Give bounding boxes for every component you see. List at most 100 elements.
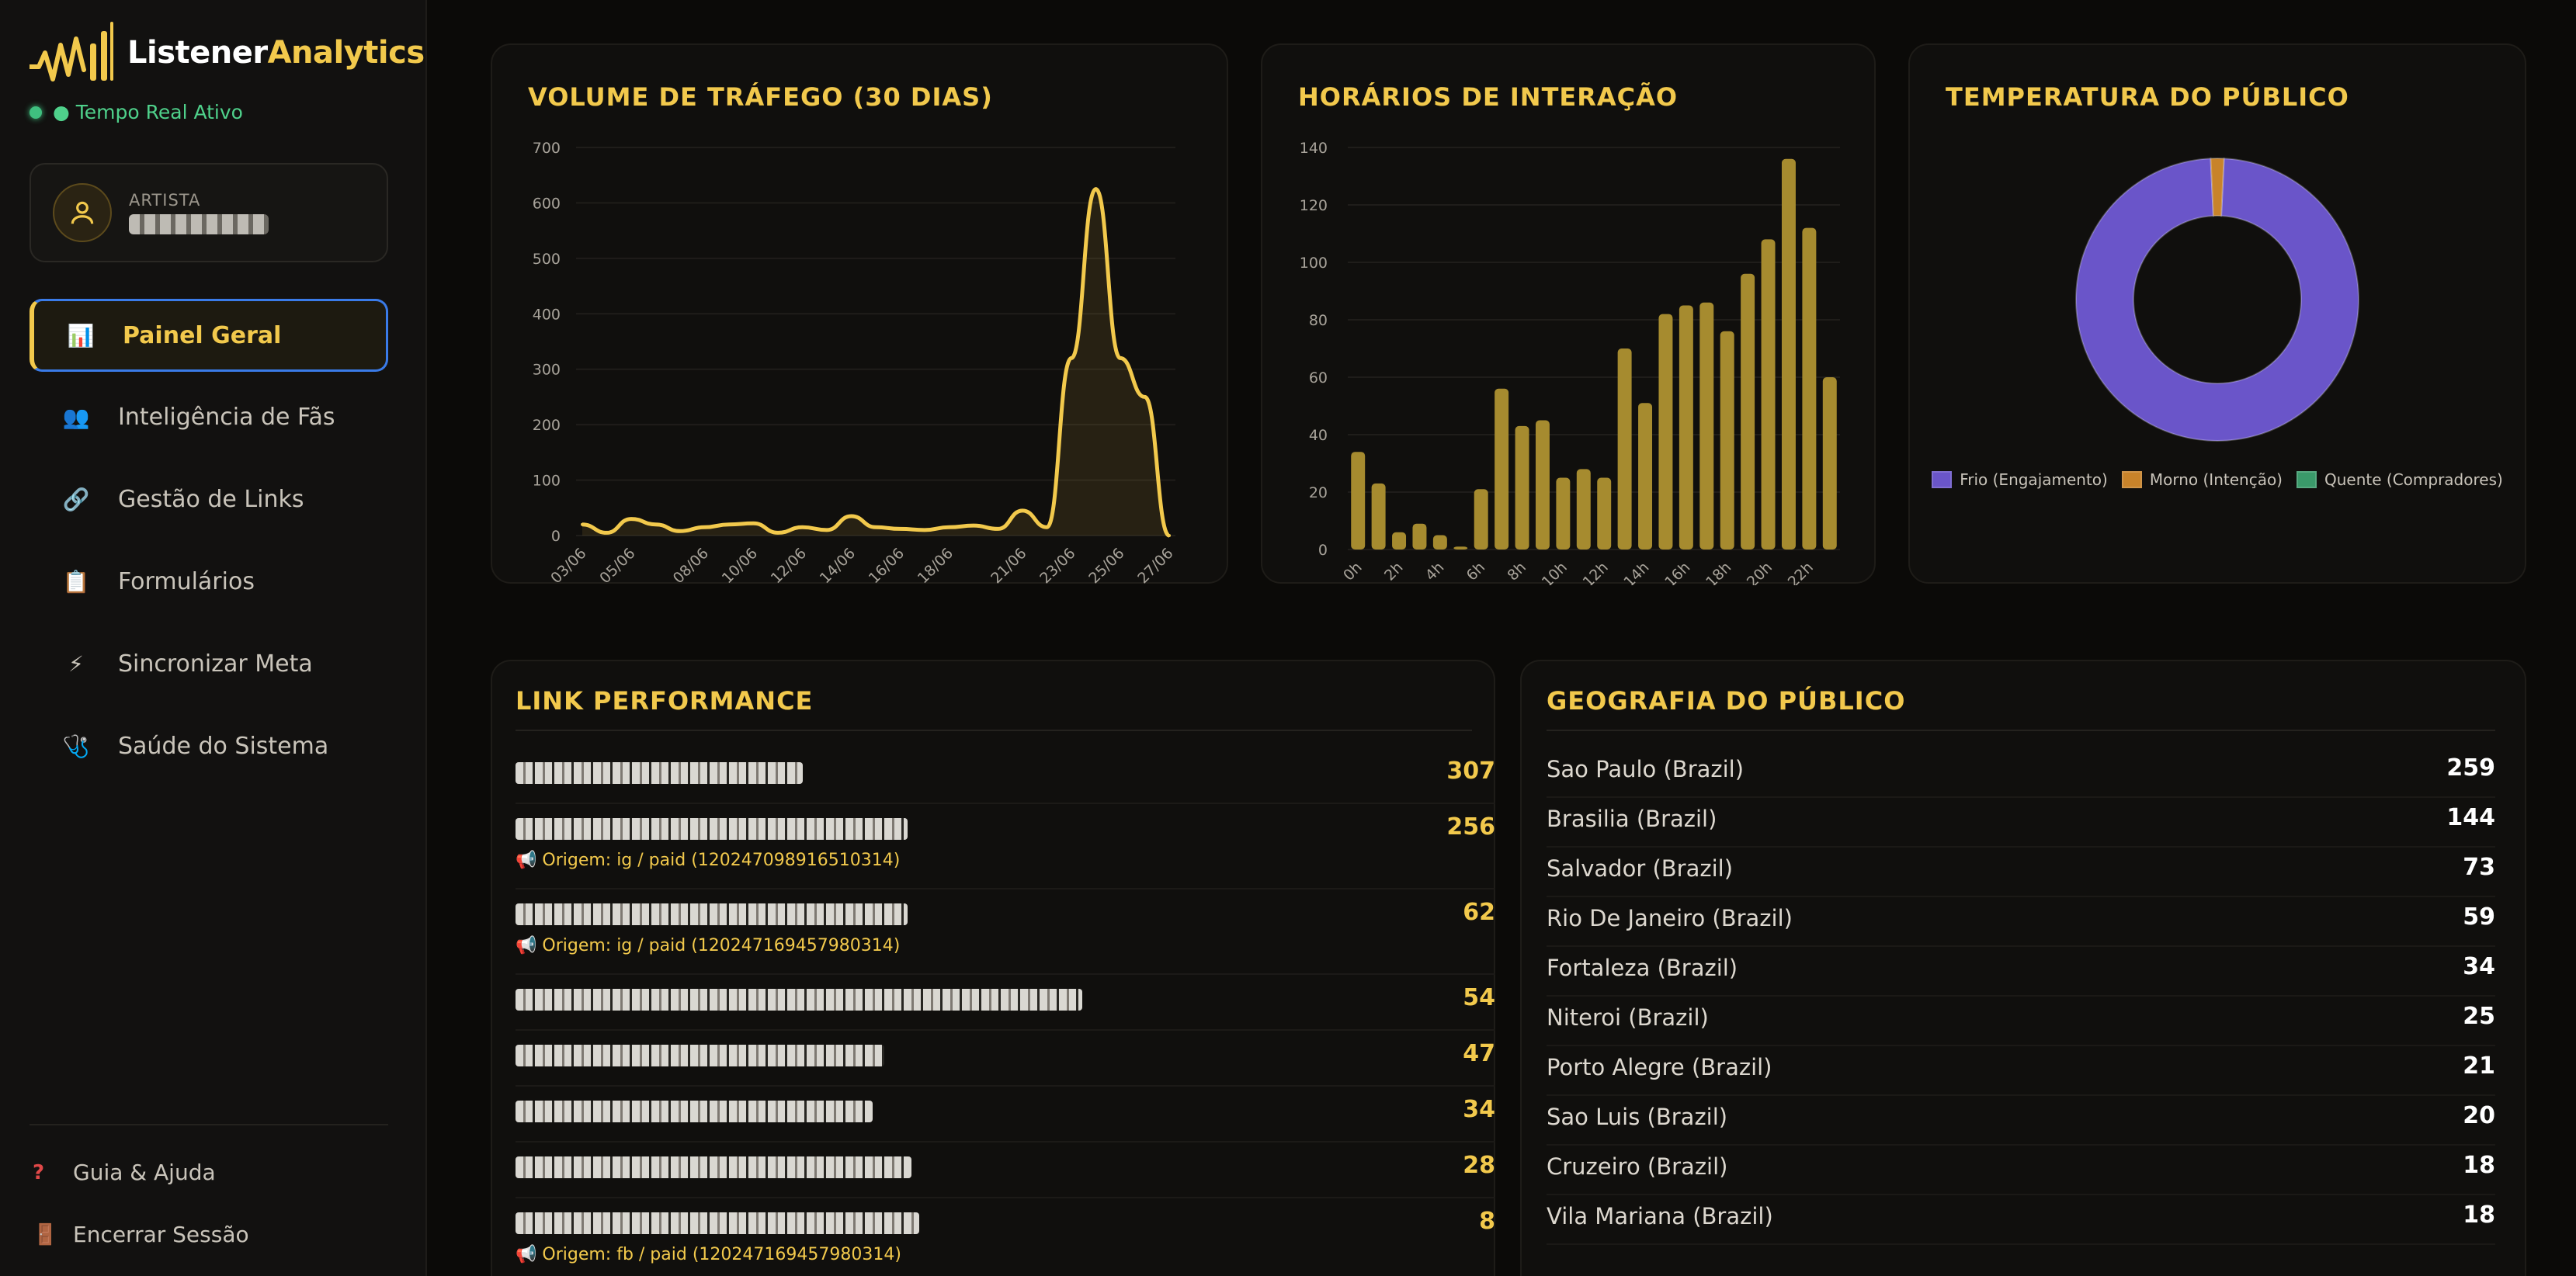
traffic-point[interactable] — [825, 528, 828, 532]
traffic-point[interactable] — [996, 527, 1000, 531]
link-url-redacted[interactable] — [516, 1045, 884, 1066]
geography-card: GEOGRAFIA DO PÚBLICO Sao Paulo (Brazil) 2… — [1520, 660, 2526, 1276]
temperature-slice[interactable] — [2075, 158, 2359, 442]
traffic-point[interactable] — [1021, 508, 1024, 512]
traffic-point[interactable] — [1094, 187, 1098, 191]
hours-bar[interactable] — [1371, 483, 1386, 550]
nav-item-3[interactable]: 📋 Formulários — [30, 544, 388, 619]
hours-x-tick: 20h — [1744, 559, 1776, 585]
hours-bar[interactable] — [1495, 388, 1509, 550]
link-url-redacted[interactable] — [516, 903, 908, 925]
traffic-point[interactable] — [1143, 395, 1147, 399]
sidebar: ListenerAnalytics ● Tempo Real Ativo ART… — [0, 0, 427, 1276]
hours-bar[interactable] — [1761, 239, 1776, 550]
traffic-point[interactable] — [1045, 525, 1049, 529]
traffic-x-tick: 14/06 — [817, 545, 859, 585]
geo-row: Cruzeiro (Brazil) 18 — [1547, 1146, 2495, 1195]
logo[interactable]: ListenerAnalytics — [30, 22, 425, 84]
traffic-point[interactable] — [605, 531, 609, 535]
nav-item-2[interactable]: 🔗 Gestão de Links — [30, 462, 388, 536]
link-click-count: 62 — [1463, 899, 1495, 926]
hours-bar[interactable] — [1392, 532, 1407, 550]
link-url-redacted[interactable] — [516, 762, 803, 784]
hours-bar[interactable] — [1658, 314, 1673, 550]
hours-bar[interactable] — [1802, 227, 1817, 550]
hours-bar[interactable] — [1453, 546, 1468, 550]
traffic-point[interactable] — [800, 525, 804, 529]
traffic-point[interactable] — [727, 522, 731, 526]
traffic-point[interactable] — [776, 531, 779, 535]
traffic-y-tick: 700 — [533, 140, 561, 157]
geo-city: Sao Paulo (Brazil) — [1547, 756, 1745, 782]
traffic-point[interactable] — [752, 522, 755, 525]
hours-bar[interactable] — [1432, 535, 1447, 550]
temperature-chart-card: TEMPERATURA DO PÚBLICO Frio (Engajamento… — [1908, 43, 2526, 584]
temperature-slice[interactable] — [2210, 158, 2225, 217]
hours-bar[interactable] — [1556, 477, 1571, 550]
link-url-redacted[interactable] — [516, 1156, 911, 1178]
geo-count: 18 — [2463, 1201, 2495, 1229]
hours-bar[interactable] — [1781, 158, 1796, 550]
artist-card[interactable]: ARTISTA — [30, 163, 388, 262]
hours-bar[interactable] — [1597, 477, 1612, 550]
hours-bar[interactable] — [1535, 420, 1550, 550]
traffic-point[interactable] — [654, 522, 658, 526]
traffic-point[interactable] — [703, 525, 706, 529]
traffic-chart-title: VOLUME DE TRÁFEGO (30 DIAS) — [528, 82, 993, 112]
logout-link[interactable]: 🚪 Encerrar Sessão — [33, 1222, 249, 1247]
traffic-x-tick: 12/06 — [768, 545, 810, 585]
help-link[interactable]: ? Guia & Ajuda — [33, 1160, 216, 1185]
logout-label: Encerrar Sessão — [73, 1222, 249, 1247]
hours-bar[interactable] — [1515, 425, 1529, 550]
hours-bar[interactable] — [1576, 469, 1591, 550]
nav-item-1[interactable]: 👥 Inteligência de Fãs — [30, 380, 388, 454]
link-url-redacted[interactable] — [516, 818, 908, 840]
traffic-point[interactable] — [947, 525, 951, 529]
traffic-point[interactable] — [630, 517, 633, 521]
traffic-y-tick: 200 — [533, 417, 561, 434]
hours-bar[interactable] — [1474, 489, 1488, 550]
traffic-point[interactable] — [1168, 534, 1171, 537]
nav-item-0[interactable]: 📊 Painel Geral — [30, 299, 388, 372]
traffic-point[interactable] — [849, 515, 853, 518]
link-url-redacted[interactable] — [516, 1212, 919, 1234]
link-click-count: 8 — [1479, 1208, 1495, 1235]
traffic-point[interactable] — [581, 522, 584, 526]
legend-item[interactable]: Morno (Intenção) — [2121, 470, 2283, 489]
hours-bar[interactable] — [1720, 331, 1734, 550]
traffic-point[interactable] — [972, 524, 975, 528]
live-status-text: ● Tempo Real Ativo — [53, 101, 243, 123]
geo-title-divider — [1547, 730, 2495, 731]
link-url-redacted[interactable] — [516, 989, 1082, 1011]
traffic-point[interactable] — [1119, 356, 1122, 360]
users-icon: 👥 — [62, 404, 90, 430]
main-nav: 📊 Painel Geral 👥 Inteligência de Fãs 🔗 Gestão… — [30, 299, 388, 791]
hours-bar[interactable] — [1699, 302, 1714, 550]
hours-bar[interactable] — [1617, 348, 1632, 550]
clipboard-icon: 📋 — [62, 568, 90, 595]
hours-y-tick: 60 — [1309, 369, 1328, 387]
nav-item-5[interactable]: 🩺 Saúde do Sistema — [30, 709, 388, 783]
link-url-redacted[interactable] — [516, 1101, 873, 1122]
traffic-point[interactable] — [898, 527, 902, 531]
traffic-point[interactable] — [923, 528, 926, 532]
traffic-area — [582, 189, 1169, 536]
brand-name-part2: Analytics — [267, 35, 425, 71]
hours-bar[interactable] — [1412, 523, 1427, 550]
hours-x-tick: 2h — [1381, 559, 1407, 584]
hours-bar[interactable] — [1679, 305, 1693, 550]
legend-item[interactable]: Frio (Engajamento) — [1932, 470, 2108, 489]
traffic-point[interactable] — [874, 525, 877, 529]
geo-city: Rio De Janeiro (Brazil) — [1547, 905, 1793, 931]
hours-bar[interactable] — [1741, 273, 1755, 550]
traffic-x-tick: 25/06 — [1085, 545, 1127, 585]
hours-bar[interactable] — [1351, 452, 1366, 550]
temperature-legend: Frio (Engajamento) Morno (Intenção) Quente… — [1910, 470, 2525, 489]
hours-bar[interactable] — [1638, 403, 1653, 550]
nav-item-4[interactable]: ⚡ Sincronizar Meta — [30, 626, 388, 701]
hours-bar[interactable] — [1822, 377, 1837, 550]
legend-item[interactable]: Quente (Compradores) — [2296, 470, 2503, 489]
traffic-point[interactable] — [679, 529, 682, 533]
traffic-point[interactable] — [1070, 356, 1073, 360]
legend-label: Morno (Intenção) — [2149, 470, 2283, 489]
